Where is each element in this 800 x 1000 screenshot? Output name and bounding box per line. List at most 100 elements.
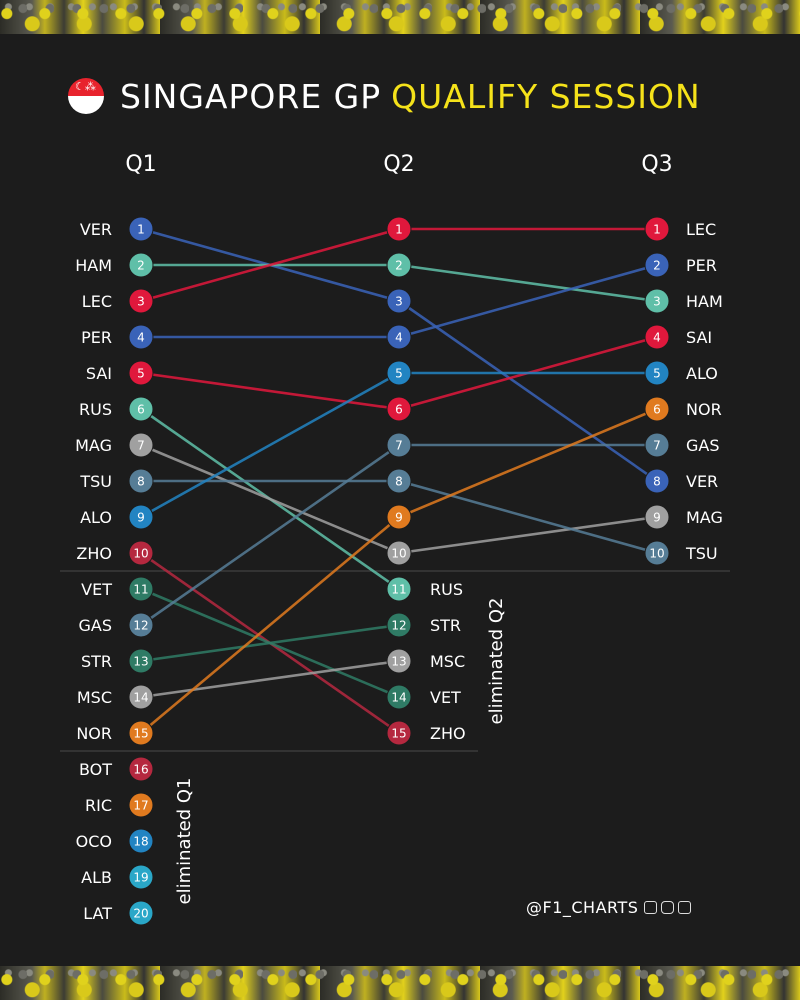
position-label-str-q2: 12 [391,619,406,633]
connector-ham-q2-q3 [398,263,658,303]
marker-zho-q1 [128,540,154,566]
position-label-lec-q2: 1 [395,223,403,237]
position-label-lat-q1: 20 [133,907,148,921]
driver-label-str-q1: STR [81,652,112,671]
position-label-nor-q2: 9 [395,511,403,525]
driver-label-ver-q3: VER [686,472,718,491]
marker-alo-q2 [386,360,412,386]
driver-label-mag-q3: MAG [686,508,723,527]
driver-label-msc-q1: MSC [77,688,112,707]
position-label-ham-q1: 2 [137,259,145,273]
driver-label-oco-q1: OCO [76,832,112,851]
marker-nor-q2 [386,504,412,530]
driver-label-msc-q2: MSC [430,652,465,671]
marker-ric-q1 [128,792,154,818]
footer: @F1_CHARTS [526,898,692,917]
position-label-alo-q1: 9 [137,511,145,525]
position-label-per-q3: 2 [653,259,661,273]
marker-sai-q3 [644,324,670,350]
marker-ham-q3 [644,288,670,314]
position-label-rus-q2: 11 [391,583,406,597]
marker-nor-q3 [644,396,670,422]
marker-nor-q1 [128,720,154,746]
connector-gas-q1-q2 [140,443,400,627]
connector-sai-q1-q2 [140,371,400,411]
position-label-ric-q1: 17 [133,799,148,813]
position-label-bot-q1: 16 [133,763,148,777]
connector-nor-q1-q2 [140,516,400,734]
marker-ver-q3 [644,468,670,494]
position-label-mag-q3: 9 [653,511,661,525]
connector-nor-q2-q3 [398,407,658,519]
connector-lec-q1-q2 [140,227,400,303]
marker-ham-q2 [386,252,412,278]
position-label-ver-q1: 1 [137,223,145,237]
marker-rus-q1 [128,396,154,422]
position-label-lec-q3: 1 [653,223,661,237]
position-label-lec-q1: 3 [137,295,145,309]
driver-label-tsu-q3: TSU [685,544,718,563]
driver-label-tsu-q1: TSU [79,472,112,491]
position-label-gas-q2: 7 [395,439,403,453]
driver-label-str-q2: STR [430,616,461,635]
title-main: SINGAPORE GP [120,76,382,116]
marker-ham-q1 [128,252,154,278]
driver-label-alo-q1: ALO [80,508,112,527]
connector-ver-q2-q3 [398,299,658,483]
top-asphalt-band [0,0,800,34]
position-label-vet-q1: 11 [133,583,148,597]
marker-str-q1 [128,648,154,674]
connector-alo-q1-q2 [140,371,400,519]
title-accent: QUALIFY SESSION [391,76,701,116]
driver-label-nor-q1: NOR [76,724,112,743]
driver-label-ric-q1: RIC [85,796,112,815]
connector-mag-q2-q3 [398,515,658,555]
marker-msc-q2 [386,648,412,674]
connector-lines [140,227,658,735]
marker-zho-q2 [386,720,412,746]
marker-rus-q2 [386,576,412,602]
position-label-sai-q1: 5 [137,367,145,381]
driver-label-per-q3: PER [686,256,717,275]
marker-sai-q2 [386,396,412,422]
marker-per-q2 [386,324,412,350]
position-label-nor-q3: 6 [653,403,661,417]
driver-label-gas-q1: GAS [79,616,113,635]
footer-handle: @F1_CHARTS [526,898,639,917]
position-label-per-q1: 4 [137,331,145,345]
connector-tsu-q2-q3 [398,479,658,555]
connector-msc-q1-q2 [140,659,400,699]
driver-label-gas-q3: GAS [686,436,720,455]
stage-header-q2: Q2 [383,152,414,177]
position-label-msc-q1: 14 [133,691,148,705]
marker-ver-q1 [128,216,154,242]
driver-label-sai-q1: SAI [86,364,112,383]
marker-tsu-q1 [128,468,154,494]
bottom-asphalt-band [0,966,800,1000]
marker-vet-q2 [386,684,412,710]
position-label-alb-q1: 19 [133,871,148,885]
marker-lec-q2 [386,216,412,242]
driver-label-alb-q1: ALB [81,868,112,887]
position-label-mag-q1: 7 [137,439,145,453]
position-label-rus-q1: 6 [137,403,145,417]
position-label-tsu-q2: 8 [395,475,403,489]
connector-per-q2-q3 [398,263,658,339]
position-label-alo-q3: 5 [653,367,661,381]
stage-header-q3: Q3 [641,152,672,177]
driver-label-zho-q2: ZHO [430,724,466,743]
driver-label-vet-q2: VET [430,688,461,707]
position-label-ham-q3: 3 [653,295,661,309]
title-row: ☾⁂ SINGAPORE GP QUALIFY SESSION [68,76,701,116]
marker-per-q1 [128,324,154,350]
connector-str-q1-q2 [140,623,400,663]
driver-label-lat-q1: LAT [83,904,112,923]
position-label-oco-q1: 18 [133,835,148,849]
marker-alo-q3 [644,360,670,386]
marker-tsu-q2 [386,468,412,494]
position-label-ver-q3: 8 [653,475,661,489]
marker-msc-q1 [128,684,154,710]
driver-label-lec-q1: LEC [82,292,112,311]
